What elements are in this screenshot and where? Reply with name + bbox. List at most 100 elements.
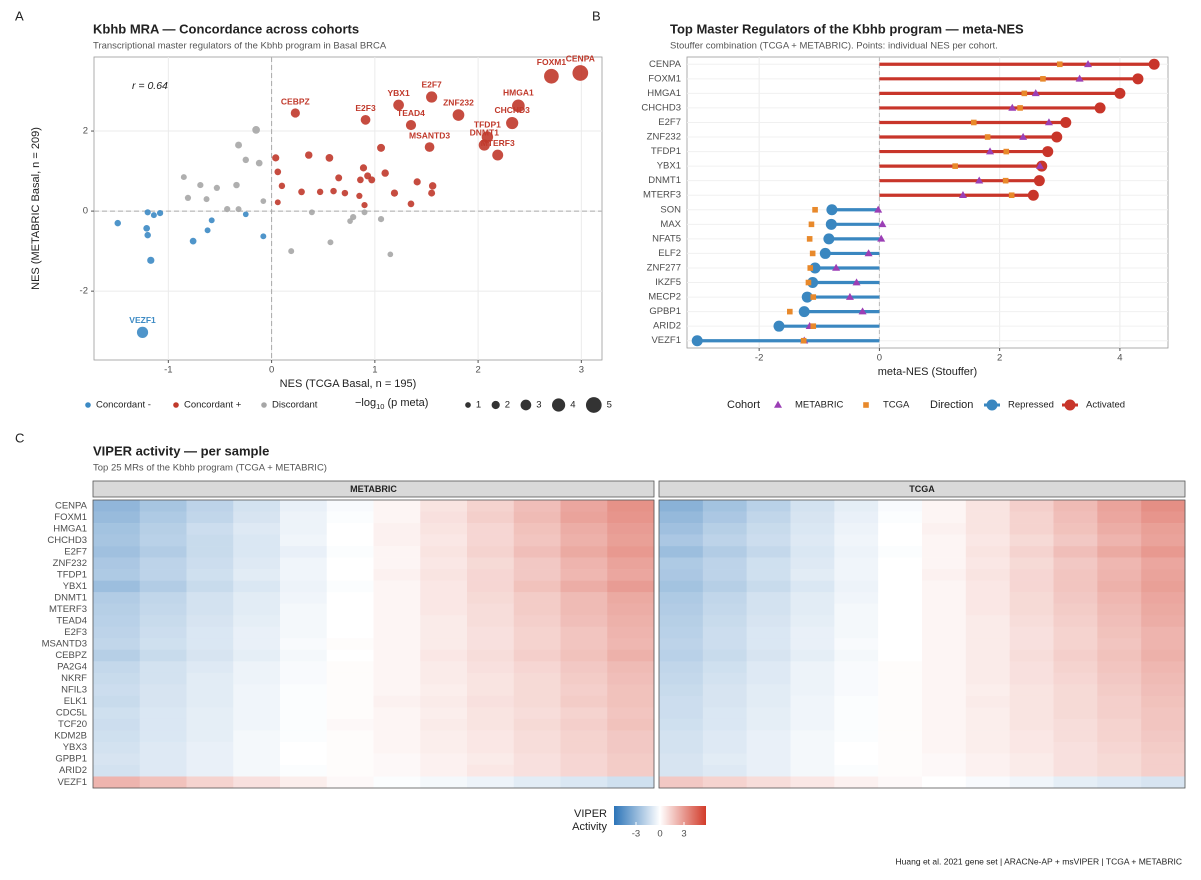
heatmap-cell <box>607 603 655 616</box>
heatmap-cell <box>746 500 791 512</box>
heatmap-cell <box>467 707 515 720</box>
cohort-marker <box>986 147 995 155</box>
facet-label: METABRIC <box>350 484 397 494</box>
heatmap-cell <box>878 511 923 524</box>
point <box>325 154 334 162</box>
heatmap-cell <box>1097 557 1142 570</box>
heatmap-cell <box>702 603 747 616</box>
heatmap-cell <box>922 753 967 766</box>
row-label: DNMT1 <box>54 592 87 603</box>
heatmap-cell <box>280 603 328 616</box>
heatmap-cell <box>233 741 281 754</box>
heatmap-cell <box>467 741 515 754</box>
x-tick-label: 1 <box>372 365 377 376</box>
heatmap-cell <box>373 557 421 570</box>
point <box>381 169 389 177</box>
heatmap-cell <box>607 615 655 628</box>
heatmap-cell <box>790 615 835 628</box>
heatmap-cell <box>373 592 421 604</box>
heatmap-cell <box>1009 638 1054 651</box>
heatmap-cell <box>326 615 374 628</box>
point <box>387 251 394 258</box>
heatmap-cell <box>560 580 608 593</box>
heatmap-cell <box>965 695 1010 708</box>
size-legend-key <box>585 397 602 413</box>
y-tick-label: HMGA1 <box>647 88 681 99</box>
heatmap-cell <box>373 764 421 777</box>
heatmap-cell <box>139 569 187 581</box>
heatmap-cell <box>790 557 835 570</box>
size-legend-title-part: (p meta) <box>384 397 428 409</box>
heatmap-cell <box>659 707 704 720</box>
x-tick-label: 4 <box>1117 353 1122 364</box>
facet-strip <box>658 480 1186 498</box>
point <box>506 116 519 130</box>
heatmap-cell <box>834 626 879 639</box>
heatmap-cell <box>1141 730 1186 743</box>
heatmap-cell <box>560 615 608 628</box>
dot <box>1042 146 1054 158</box>
cohort-marker <box>805 279 812 286</box>
heatmap-cell <box>922 741 967 754</box>
heatmap-cell <box>139 684 187 697</box>
heatmap-cell <box>513 534 561 547</box>
heatmap-cell <box>790 707 835 720</box>
heatmap-cell <box>1097 603 1142 616</box>
heatmap-cell <box>834 649 879 662</box>
heatmap-cell <box>467 776 515 789</box>
heatmap-cell <box>834 753 879 766</box>
heatmap-cell <box>607 500 655 512</box>
heatmap-cell <box>467 649 515 662</box>
heatmap-cell <box>878 707 923 720</box>
heatmap-cell <box>139 523 187 535</box>
heatmap-cell <box>878 534 923 547</box>
heatmap-cell <box>922 557 967 570</box>
point <box>428 182 437 190</box>
heatmap-cell <box>607 592 655 604</box>
heatmap-cell <box>922 580 967 593</box>
heatmap-cell <box>878 718 923 731</box>
heatmap-cell <box>186 753 234 766</box>
heatmap-cell <box>659 730 704 743</box>
heatmap-cell <box>233 626 281 639</box>
heatmap-cell <box>834 764 879 777</box>
cohort-marker <box>864 249 873 257</box>
heatmap-cell <box>513 511 561 524</box>
heatmap-cell <box>233 534 281 547</box>
heatmap-cell <box>513 718 561 731</box>
heatmap-cell <box>139 776 187 789</box>
heatmap-cell <box>93 638 141 651</box>
heatmap-cell <box>326 672 374 685</box>
heatmap-cell <box>280 730 328 743</box>
legend-key <box>986 399 998 411</box>
heatmap-cell <box>1053 753 1098 766</box>
heatmap-cell <box>1097 707 1142 720</box>
heatmap-cell <box>560 523 608 535</box>
heatmap-cell <box>467 557 515 570</box>
heatmap-cell <box>1053 661 1098 674</box>
heatmap-cell <box>1053 718 1098 731</box>
legend-label: Concordant - <box>96 400 151 411</box>
y-tick-label: 2 <box>83 126 88 137</box>
heatmap-cell <box>607 695 655 708</box>
heatmap-cell <box>1053 500 1098 512</box>
heatmap-cell <box>373 649 421 662</box>
heatmap-cell <box>1097 730 1142 743</box>
heatmap-cell <box>1097 615 1142 628</box>
heatmap-cell <box>467 569 515 581</box>
heatmap-cell <box>965 776 1010 789</box>
heatmap-cell <box>420 684 468 697</box>
heatmap-cell <box>1053 672 1098 685</box>
heatmap-cell <box>746 523 791 535</box>
heatmap-cell <box>326 764 374 777</box>
heatmap-cell <box>1141 500 1186 512</box>
heatmap-cell <box>560 638 608 651</box>
point <box>405 119 417 131</box>
heatmap-cell <box>326 523 374 535</box>
cohort-marker <box>809 250 816 257</box>
heatmap-cell <box>139 661 187 674</box>
heatmap-cell <box>878 626 923 639</box>
heatmap-cell <box>834 534 879 547</box>
dot <box>826 204 838 216</box>
